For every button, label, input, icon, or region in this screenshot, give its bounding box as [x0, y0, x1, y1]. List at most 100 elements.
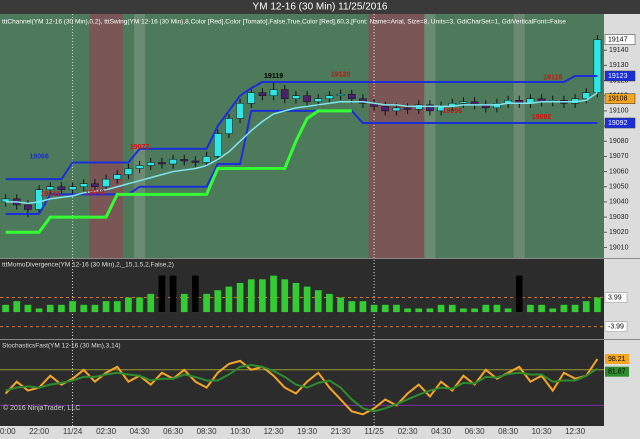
price-annotation: 19120 — [331, 71, 351, 78]
session-band — [424, 14, 436, 258]
stoch-panel — [0, 340, 604, 426]
y-tick-label: 19020 — [609, 229, 629, 236]
histogram-bar — [493, 304, 501, 313]
candle-body — [314, 98, 323, 103]
last-value-marker — [605, 353, 629, 364]
indicator-line — [5, 74, 598, 181]
y-tick-label: 19040 — [609, 199, 629, 206]
histogram-bar — [270, 275, 277, 313]
y-tick-label: 19100 — [609, 108, 629, 115]
histogram-bar — [203, 293, 210, 313]
level-marker — [604, 321, 628, 332]
candle-body — [158, 162, 166, 165]
price-annotation: 19119 — [264, 73, 283, 80]
y-tick-label: 19080 — [609, 138, 629, 145]
histogram-bar — [359, 301, 367, 313]
candle-body — [493, 103, 501, 109]
histogram-bar — [448, 304, 456, 313]
candle-body — [347, 93, 356, 99]
candle-body — [146, 162, 155, 166]
histogram-bar — [136, 297, 143, 313]
x-tick-label: 04:30 — [431, 427, 452, 436]
y-tick-label: 19140 — [609, 47, 629, 54]
histogram-bar — [2, 304, 9, 313]
price-annotation: 19118 — [543, 74, 562, 81]
price-marker — [604, 93, 636, 104]
histogram-bar — [314, 290, 322, 313]
candle-body — [459, 101, 468, 104]
candle-body — [325, 95, 334, 99]
histogram-bar — [259, 279, 266, 313]
histogram-bar — [225, 286, 233, 313]
histogram-bar — [180, 293, 188, 313]
candle-body — [124, 168, 133, 175]
title-bar — [0, 0, 640, 14]
x-tick-label: 11/25 — [364, 427, 384, 436]
histogram-bar — [571, 304, 579, 313]
candle-body — [1, 198, 10, 203]
y-tick-label: -3.99 — [608, 324, 624, 331]
histogram-bar — [158, 275, 166, 313]
price-annotation: 19072 — [130, 144, 150, 151]
histogram-bar — [437, 304, 445, 313]
x-tick-label: 08:30 — [197, 427, 218, 436]
candle-body — [57, 186, 66, 191]
panel-title: StochasticsFast(YM 12-16 (30 Min),3,14) — [2, 343, 121, 350]
histogram-bar — [13, 301, 21, 313]
histogram-bar — [515, 275, 523, 313]
price-marker — [604, 117, 636, 129]
histogram-bar — [80, 304, 88, 313]
histogram-bar — [24, 304, 32, 313]
histogram-bar — [35, 308, 43, 313]
candle-body — [247, 92, 256, 104]
histogram-bar — [169, 275, 177, 313]
histogram-bar — [582, 301, 590, 313]
x-tick-label: 02:30 — [398, 427, 419, 436]
candle-body — [91, 183, 99, 187]
histogram-bar — [393, 304, 400, 313]
histogram-bar — [594, 297, 601, 313]
y-tick-label: 3.99 — [608, 294, 622, 301]
price-annotation: 19042 — [85, 190, 105, 197]
y-tick-label: 19030 — [609, 214, 629, 221]
histogram-bar — [482, 304, 490, 313]
histogram-bar — [471, 308, 478, 313]
stoch-line — [5, 364, 598, 413]
indicator-line — [5, 109, 598, 216]
histogram-bar — [538, 304, 545, 313]
histogram-bar — [370, 304, 378, 313]
x-tick-label: 08:30 — [498, 427, 519, 436]
candle-body — [336, 93, 345, 96]
histogram-bar — [236, 282, 244, 313]
candle-body — [180, 159, 189, 162]
indicator-line — [5, 92, 598, 205]
histogram-bar — [147, 293, 155, 313]
candle-body — [169, 159, 177, 165]
y-tick-label: 19050 — [609, 184, 629, 191]
histogram-bar — [214, 290, 222, 313]
candle-body — [392, 107, 401, 112]
x-tick-label: 02:30 — [96, 427, 117, 436]
x-tick-label: 19:30 — [297, 427, 318, 436]
candle-body — [403, 107, 412, 110]
candle-body — [225, 118, 233, 134]
last-value-label: 81.87 — [608, 369, 626, 376]
candle-body — [202, 156, 211, 163]
x-tick-label: 21:30 — [331, 427, 352, 436]
candle-body — [258, 92, 267, 96]
histogram-bar — [337, 297, 344, 313]
panel-title: tttMomoDivergence(YM 12-16 (30 Min),2,_1… — [2, 262, 174, 269]
x-axis-strip — [0, 426, 640, 439]
histogram-bar — [192, 275, 199, 313]
histogram-bar — [281, 279, 289, 313]
plot: 20:00 22:00 11/24 02:30 04:30 06:30 08:30 10:30… — [0, 19, 636, 436]
candle-body — [236, 103, 244, 119]
panel-title: tttChannel(YM 12-16 (30 Min),0,2), tttSw… — [2, 19, 566, 26]
candle-body — [24, 204, 32, 210]
histogram-bar — [69, 301, 76, 313]
histogram-bar — [415, 308, 423, 313]
candle-body — [303, 95, 311, 103]
candle-body — [426, 104, 434, 112]
price-annotation: 19066 — [29, 153, 49, 160]
